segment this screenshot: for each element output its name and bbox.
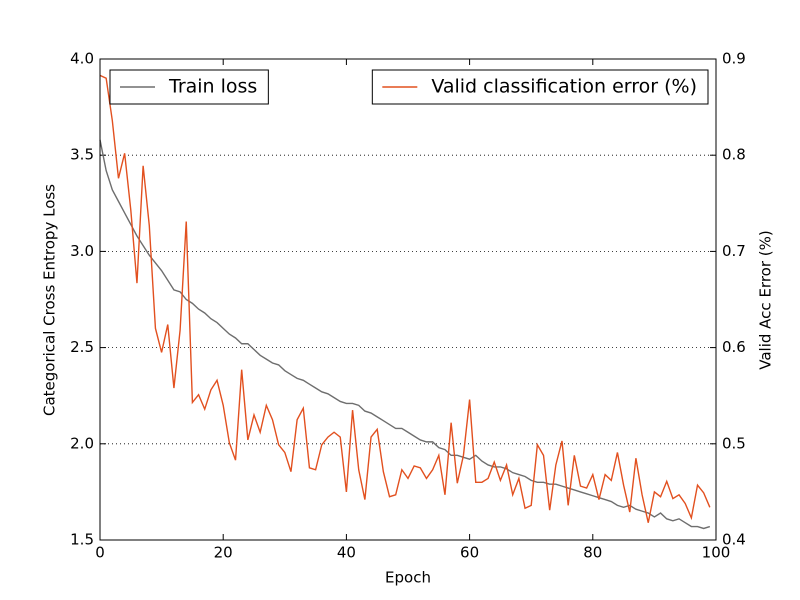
y2-tick-label: 0.4 bbox=[722, 531, 746, 549]
y-tick-label: 3.5 bbox=[70, 146, 94, 164]
x-tick-label: 20 bbox=[214, 544, 233, 562]
y2-tick-label: 0.6 bbox=[722, 338, 746, 356]
x-tick-label: 100 bbox=[702, 544, 731, 562]
plot-frame bbox=[99, 58, 717, 541]
x-tick-label: 40 bbox=[337, 544, 356, 562]
legend-label: Valid classification error (%) bbox=[431, 76, 697, 98]
y-tick-label: 2.5 bbox=[70, 338, 94, 356]
y2-axis-label: Valid Acc Error (%) bbox=[757, 230, 775, 369]
y-tick-label: 4.0 bbox=[70, 50, 94, 68]
x-tick-label: 80 bbox=[583, 544, 602, 562]
legend-box bbox=[371, 69, 709, 105]
x-axis-label: Epoch bbox=[385, 569, 431, 587]
y2-tick-label: 0.7 bbox=[722, 242, 746, 260]
y2-tick-label: 0.9 bbox=[722, 50, 746, 68]
line-series bbox=[99, 139, 711, 530]
y2-tick-label: 0.8 bbox=[722, 146, 746, 164]
legend-label: Train loss bbox=[168, 76, 257, 98]
y-axis-label: Categorical Cross Entropy Loss bbox=[41, 184, 59, 416]
y2-tick-label: 0.5 bbox=[722, 434, 746, 452]
y-tick-label: 2.0 bbox=[70, 434, 94, 452]
x-tick-label: 0 bbox=[95, 544, 105, 562]
x-tick-label: 60 bbox=[460, 544, 479, 562]
y-tick-label: 3.0 bbox=[70, 242, 94, 260]
y-tick-label: 1.5 bbox=[70, 531, 94, 549]
line-series bbox=[99, 74, 711, 523]
